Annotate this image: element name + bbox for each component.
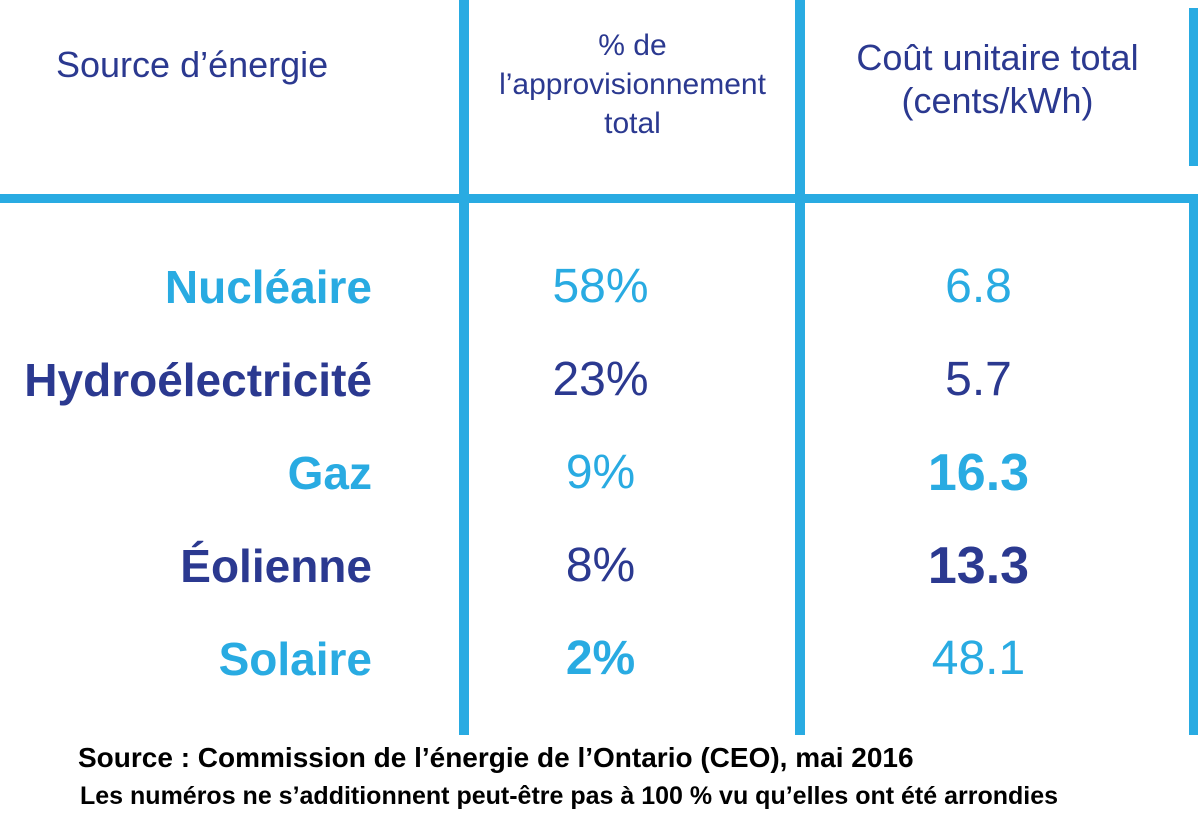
column-divider-2 xyxy=(795,0,805,735)
table-row: Hydroélectricité 23% 5.7 xyxy=(0,333,1198,426)
supply-percentage-value: 8% xyxy=(565,539,636,592)
table-body: Nucléaire 58% 6.8 Hydroélectricité 23% 5.7 Gaz… xyxy=(0,240,1198,705)
column-header-energy-source: Source d’énergie xyxy=(56,44,329,85)
column-divider-1 xyxy=(459,0,469,735)
unit-cost-value: 16.3 xyxy=(927,443,1030,502)
table-row: Nucléaire 58% 6.8 xyxy=(0,240,1198,333)
supply-percentage-value: 2% xyxy=(565,632,636,685)
table-row: Éolienne 8% 13.3 xyxy=(0,519,1198,612)
rounding-note: Les numéros ne s’additionnent peut-être … xyxy=(80,781,1059,810)
unit-cost-value: 48.1 xyxy=(931,632,1026,685)
right-border-bottom-segment xyxy=(1189,203,1198,735)
unit-cost-value: 5.7 xyxy=(945,353,1012,406)
energy-source-label: Nucléaire xyxy=(164,260,372,313)
table-row: Gaz 9% 16.3 xyxy=(0,426,1198,519)
footer: Source : Commission de l’énergie de l’On… xyxy=(78,741,1058,811)
unit-cost-value: 6.8 xyxy=(945,260,1012,313)
supply-percentage-value: 9% xyxy=(565,446,636,499)
supply-percentage-value: 58% xyxy=(552,260,649,313)
energy-source-label: Gaz xyxy=(287,446,372,499)
column-header-supply-percentage: % de l’approvisionnement total xyxy=(499,29,766,140)
unit-cost-value: 13.3 xyxy=(927,536,1030,595)
energy-source-label: Hydroélectricité xyxy=(24,353,372,406)
energy-source-label: Solaire xyxy=(218,632,372,685)
column-header-unit-cost: Coût unitaire total (cents/kWh) xyxy=(856,37,1139,122)
source-citation: Source : Commission de l’énergie de l’On… xyxy=(78,742,914,773)
supply-percentage-value: 23% xyxy=(552,353,649,406)
right-border-top-segment xyxy=(1189,8,1198,166)
energy-source-label: Éolienne xyxy=(180,539,372,592)
header-row-divider xyxy=(0,194,1198,203)
table-row: Solaire 2% 48.1 xyxy=(0,612,1198,705)
